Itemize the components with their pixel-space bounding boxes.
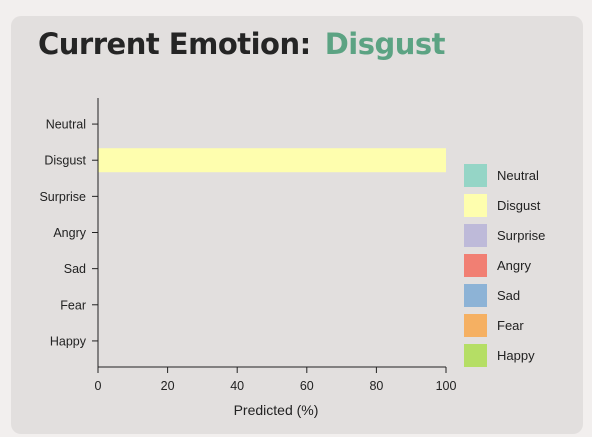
x-tick-label-100: 100 [436, 379, 457, 393]
legend-swatch-disgust [464, 194, 487, 217]
y-tick-label-disgust: Disgust [44, 154, 86, 168]
legend-label-sad: Sad [497, 288, 520, 303]
legend-swatch-angry [464, 254, 487, 277]
y-tick-label-happy: Happy [50, 334, 87, 348]
x-tick-label-40: 40 [230, 379, 244, 393]
legend-swatch-surprise [464, 224, 487, 247]
x-tick-label-60: 60 [300, 379, 314, 393]
legend-swatch-neutral [464, 164, 487, 187]
x-axis-label: Predicted (%) [234, 402, 319, 418]
legend-swatch-sad [464, 284, 487, 307]
bar-disgust [98, 148, 446, 173]
legend-swatch-fear [464, 314, 487, 337]
x-tick-label-20: 20 [161, 379, 175, 393]
legend-label-happy: Happy [497, 348, 535, 363]
legend-label-fear: Fear [497, 318, 524, 333]
legend-swatch-happy [464, 344, 487, 367]
page-title: Current Emotion: Disgust [38, 25, 446, 63]
y-tick-label-surprise: Surprise [39, 190, 86, 204]
emotion-panel [11, 16, 583, 434]
y-tick-label-neutral: Neutral [46, 118, 86, 132]
x-axis-ticks: 0 20 40 60 80 100 [95, 367, 457, 393]
legend-label-surprise: Surprise [497, 228, 545, 243]
x-tick-label-80: 80 [369, 379, 383, 393]
y-tick-label-angry: Angry [53, 226, 86, 240]
y-axis-ticks: Neutral Disgust Surprise Angry Sad Fear Happy [39, 118, 98, 348]
bars-layer [98, 148, 446, 173]
legend: Neutral Disgust Surprise Angry Sad Fear Happy [464, 164, 545, 367]
y-tick-label-fear: Fear [60, 298, 86, 312]
legend-label-angry: Angry [497, 258, 531, 273]
y-tick-label-sad: Sad [64, 262, 86, 276]
legend-label-neutral: Neutral [497, 168, 539, 183]
current-emotion-value: Disgust [324, 27, 446, 61]
x-tick-label-0: 0 [95, 379, 102, 393]
title-prefix: Current Emotion: [38, 27, 311, 61]
legend-label-disgust: Disgust [497, 198, 541, 213]
